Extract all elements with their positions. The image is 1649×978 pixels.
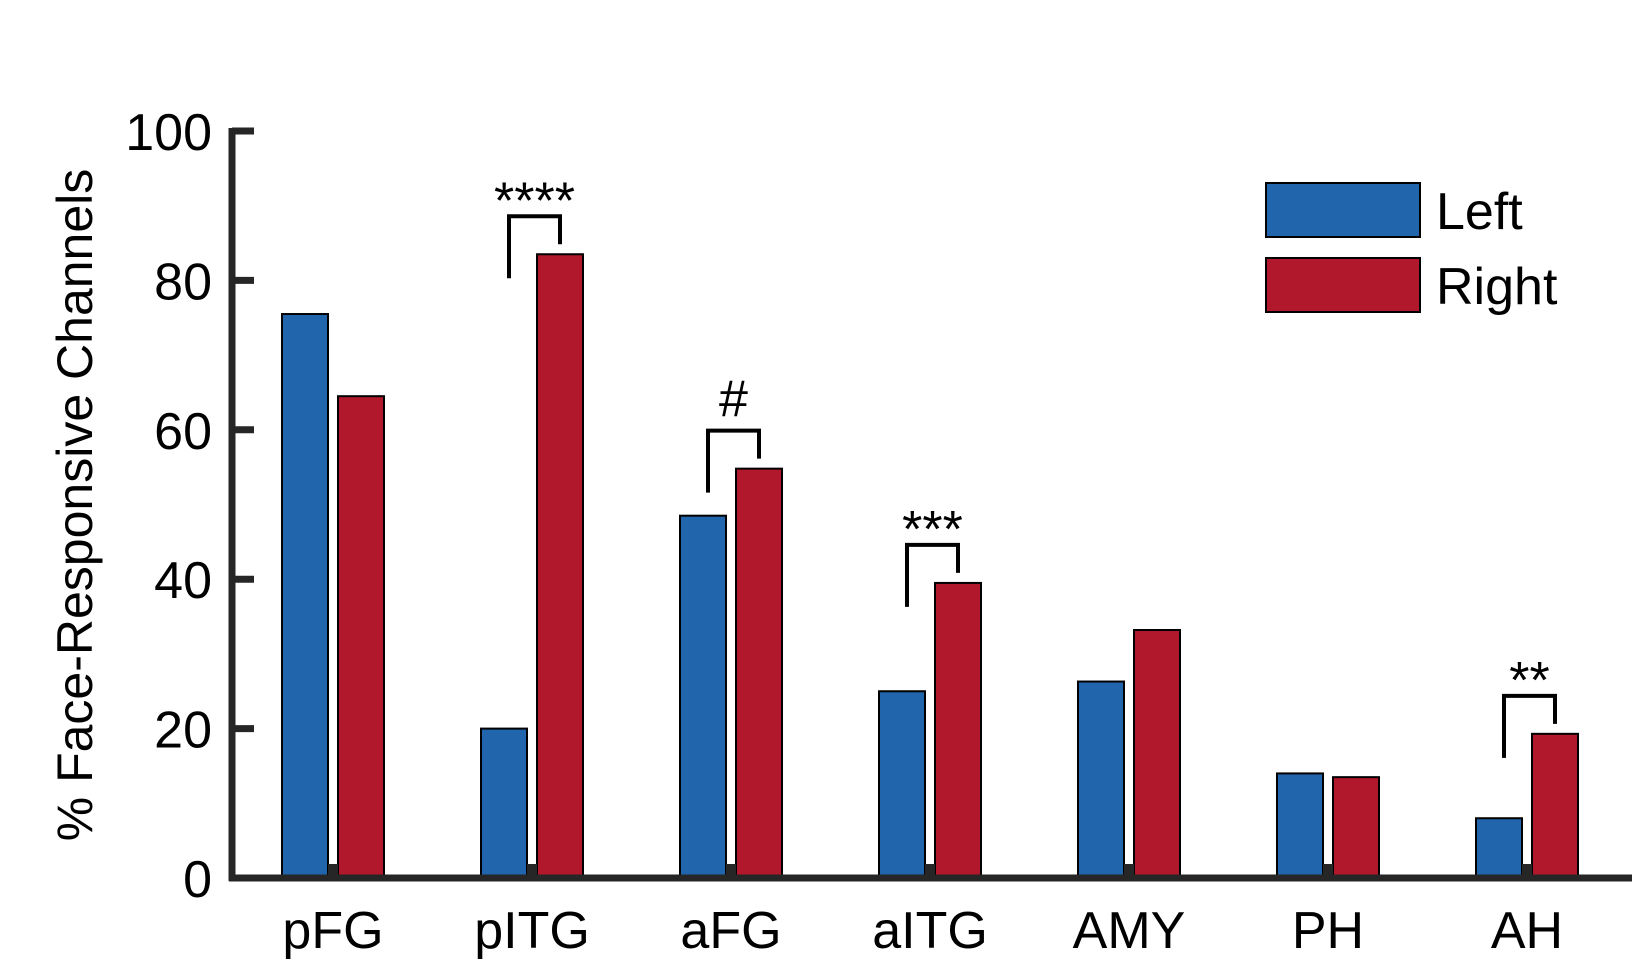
significance-bracket-aITG <box>905 542 960 607</box>
x-tick-label-pFG: pFG <box>282 902 383 960</box>
bar-aITG-left <box>878 690 926 879</box>
significance-bracket-pITG <box>507 214 562 279</box>
y-tick-label-100: 100 <box>125 104 212 162</box>
bars-group <box>281 253 1579 880</box>
y-tick-label-60: 60 <box>154 403 212 461</box>
legend-label-left: Left <box>1436 183 1523 241</box>
x-tick-label-AMY: AMY <box>1073 902 1186 960</box>
x-labels-group: pFG pITG aFG aITG AMY PH AH <box>282 902 1563 960</box>
legend-swatch-left <box>1265 182 1421 238</box>
legend: Left Right <box>1265 182 1558 316</box>
bar-pITG-left <box>480 727 528 879</box>
x-tick-label-pITG: pITG <box>474 902 590 960</box>
bar-PH-left <box>1276 772 1324 879</box>
y-ticks-group: 0 20 40 60 80 100 <box>125 104 254 909</box>
bar-AH-left <box>1475 817 1523 879</box>
bar-AMY-left <box>1077 680 1125 879</box>
bar-aFG-left <box>679 514 727 880</box>
bar-pITG-right <box>536 253 584 879</box>
legend-swatch-right <box>1265 257 1421 313</box>
bar-pFG-left <box>281 313 329 879</box>
bar-AMY-right <box>1133 628 1181 879</box>
significance-label-AH: ** <box>1509 652 1549 710</box>
bar-pFG-right <box>337 395 385 879</box>
x-tick-label-aITG: aITG <box>872 902 988 960</box>
y-tick-label-0: 0 <box>183 851 212 909</box>
significance-group: ****#***** <box>494 172 1557 758</box>
y-tick-label-40: 40 <box>154 552 212 610</box>
bar-AH-right <box>1531 732 1579 879</box>
bar-PH-right <box>1332 776 1380 880</box>
y-axis-label: % Face-Responsive Channels <box>47 169 103 842</box>
x-tick-label-PH: PH <box>1292 902 1364 960</box>
bar-aITG-right <box>934 581 982 879</box>
legend-label-right: Right <box>1436 258 1558 316</box>
significance-label-aITG: *** <box>902 501 963 559</box>
x-tick-label-AH: AH <box>1491 902 1563 960</box>
x-tick-label-aFG: aFG <box>680 902 781 960</box>
significance-label-pITG: **** <box>494 172 575 230</box>
significance-bracket-aFG <box>706 428 761 493</box>
significance-label-aFG: # <box>719 371 748 429</box>
significance-bracket-AH <box>1502 693 1557 758</box>
y-tick-label-20: 20 <box>154 702 212 760</box>
y-tick-label-80: 80 <box>154 253 212 311</box>
bar-aFG-right <box>735 467 783 879</box>
axes-group <box>228 128 1632 882</box>
